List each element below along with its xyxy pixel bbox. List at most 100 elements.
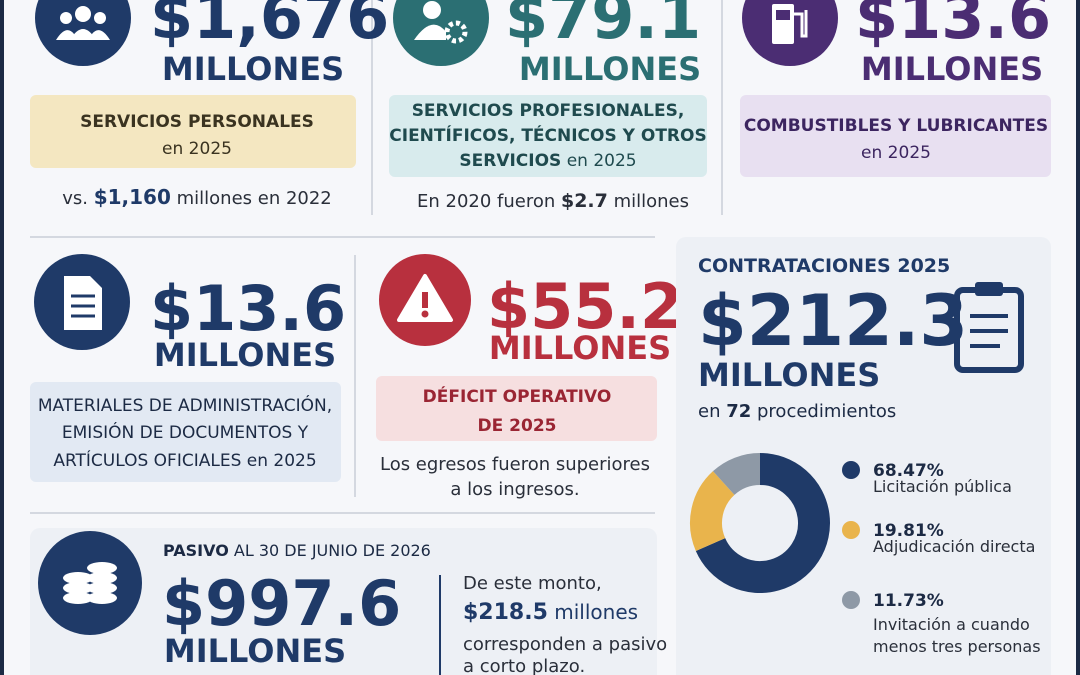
label: EMISIÓN DE DOCUMENTOS Y (62, 421, 309, 443)
fuel-icon (772, 4, 808, 44)
label: COMBUSTIBLES Y LUBRICANTES (744, 116, 1048, 136)
note-part: millones en 2022 (171, 188, 332, 209)
title-part: PASIVO (163, 541, 229, 560)
clipboard-icon (954, 282, 1024, 373)
amount: $13.6 (855, 0, 1051, 53)
document-icon (64, 276, 102, 330)
value-label: 68.47% (873, 461, 944, 481)
pasivo-card (30, 528, 657, 675)
label: SERVICIOS PERSONALES (80, 112, 314, 132)
coins-icon (63, 562, 117, 604)
legend-label: Adjudicación directa (873, 537, 1035, 556)
amount: $997.6 (162, 567, 401, 640)
contrataciones-card: CONTRATACIONES 2025 $212.3 MILLONES en 7… (676, 237, 1051, 675)
label: SERVICIOS PROFESIONALES, (412, 101, 685, 121)
shape (60, 12, 72, 24)
amount: $55.2 (487, 270, 683, 343)
shape (794, 10, 808, 38)
shape (970, 314, 1008, 348)
label: DE 2025 (478, 416, 557, 436)
label-box (376, 376, 657, 441)
people-icon (56, 6, 110, 40)
shape (87, 562, 117, 574)
amount: $79.1 (505, 0, 701, 53)
shape (444, 20, 468, 44)
note: a corto plazo. (463, 656, 585, 675)
value-label: 19.81% (873, 521, 944, 541)
note: En 2020 fueron $2.7 millones (417, 190, 689, 212)
donut-segment (712, 453, 761, 496)
shape (63, 572, 93, 584)
shape: Invitación a cuando (873, 615, 1030, 634)
shape (421, 310, 429, 318)
shape (70, 29, 96, 40)
shape (776, 10, 790, 20)
note-part: $2.7 (561, 190, 608, 212)
shape (63, 592, 93, 604)
shape (87, 572, 117, 584)
shape (94, 12, 106, 24)
card-title: CONTRATACIONES 2025 (698, 255, 950, 277)
shape (71, 294, 95, 318)
person-gear-icon (414, 1, 468, 44)
unit: MILLONES (698, 356, 880, 394)
icon-circle (38, 531, 142, 635)
shape (423, 1, 441, 19)
note-part: En 2020 fueron (417, 191, 561, 212)
sub-part: procedimientos (751, 401, 896, 422)
donut-segment (690, 471, 736, 551)
shape (56, 30, 74, 40)
sub-part: 72 (726, 401, 751, 422)
amount: $13.6 (150, 272, 346, 345)
label-box (740, 95, 1051, 177)
title-part: AL 30 DE JUNIO DE 2026 (229, 541, 431, 560)
note: De este monto, (463, 573, 602, 594)
label: CIENTÍFICOS, TÉCNICOS Y OTROS (389, 124, 706, 146)
note: $218.5 millones (463, 600, 638, 625)
note: corresponden a pasivo (463, 634, 667, 655)
unit: MILLONES (154, 336, 336, 374)
shape (87, 582, 117, 594)
note-part: vs. (62, 188, 93, 209)
unit: MILLONES (861, 50, 1043, 88)
note-part: $218.5 (463, 600, 548, 625)
shape (414, 24, 446, 40)
note-part: millones (548, 600, 638, 624)
shape (92, 30, 110, 40)
label: DÉFICIT OPERATIVO (423, 385, 612, 407)
unit: MILLONES (489, 329, 671, 367)
unit: MILLONES (519, 50, 701, 88)
label-box (30, 382, 341, 482)
shape (975, 282, 1003, 296)
legend-label: Invitación a cuando menos tres personas (873, 615, 1041, 656)
label: en 2025 (162, 139, 232, 159)
note: vs. $1,160 millones en 2022 (62, 185, 332, 209)
sub-part: en (698, 401, 726, 422)
shape (75, 6, 91, 22)
legend-dot (842, 461, 860, 479)
shape: menos tres personas (873, 637, 1041, 656)
note: a los ingresos. (450, 479, 579, 500)
label: MATERIALES DE ADMINISTRACIÓN, (38, 394, 332, 416)
warning-icon (397, 274, 453, 322)
shape (87, 592, 117, 604)
label: en 2025 (861, 143, 931, 163)
legend-dot (842, 591, 860, 609)
note-part: millones (608, 191, 689, 212)
amount: $212.3 (698, 280, 968, 362)
amount: $1,676 (150, 0, 389, 53)
donut-segment (695, 453, 830, 593)
shape (63, 582, 93, 594)
label-part: en 2025 (241, 451, 316, 471)
label-box (30, 95, 356, 168)
label: SERVICIOS en 2025 (459, 151, 636, 171)
shape (64, 276, 102, 330)
label-part: ARTÍCULOS OFICIALES (53, 449, 241, 471)
unit: MILLONES (162, 50, 344, 88)
label-part: SERVICIOS (459, 151, 561, 171)
shape (422, 292, 428, 308)
legend-label: Licitación pública (873, 477, 1012, 496)
value-label: 11.73% (873, 591, 944, 611)
